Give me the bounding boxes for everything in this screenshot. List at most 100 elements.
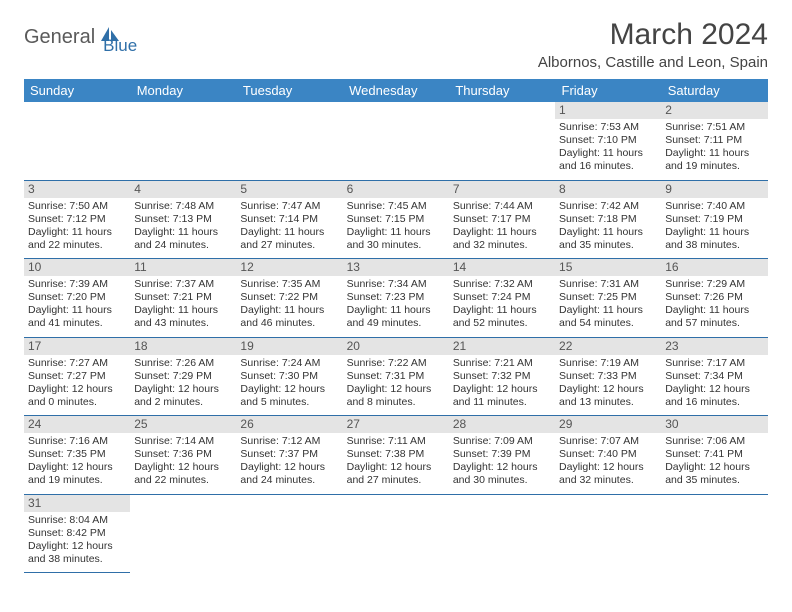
sunrise-text: Sunrise: 7:16 AM bbox=[28, 435, 126, 448]
calendar-week-row: 1Sunrise: 7:53 AMSunset: 7:10 PMDaylight… bbox=[24, 102, 768, 180]
daylight-text: Daylight: 11 hours bbox=[559, 147, 657, 160]
day-number: 25 bbox=[130, 416, 236, 433]
daylight-text: Daylight: 12 hours bbox=[240, 461, 338, 474]
sunset-text: Sunset: 7:13 PM bbox=[134, 213, 232, 226]
calendar-day-cell: 24Sunrise: 7:16 AMSunset: 7:35 PMDayligh… bbox=[24, 416, 130, 495]
daylight-text: and 49 minutes. bbox=[347, 317, 445, 330]
calendar-day-cell: 31Sunrise: 8:04 AMSunset: 8:42 PMDayligh… bbox=[24, 494, 130, 573]
daylight-text: Daylight: 11 hours bbox=[240, 304, 338, 317]
weekday-header: Sunday bbox=[24, 79, 130, 102]
calendar-day-cell: 22Sunrise: 7:19 AMSunset: 7:33 PMDayligh… bbox=[555, 337, 661, 416]
day-number: 27 bbox=[343, 416, 449, 433]
sunset-text: Sunset: 7:33 PM bbox=[559, 370, 657, 383]
calendar-day-cell bbox=[555, 494, 661, 573]
calendar-table: Sunday Monday Tuesday Wednesday Thursday… bbox=[24, 79, 768, 573]
daylight-text: Daylight: 12 hours bbox=[665, 461, 763, 474]
sunset-text: Sunset: 7:27 PM bbox=[28, 370, 126, 383]
calendar-day-cell: 15Sunrise: 7:31 AMSunset: 7:25 PMDayligh… bbox=[555, 259, 661, 338]
calendar-day-cell: 14Sunrise: 7:32 AMSunset: 7:24 PMDayligh… bbox=[449, 259, 555, 338]
day-number: 11 bbox=[130, 259, 236, 276]
daylight-text: and 24 minutes. bbox=[134, 239, 232, 252]
daylight-text: Daylight: 11 hours bbox=[134, 304, 232, 317]
daylight-text: Daylight: 12 hours bbox=[28, 461, 126, 474]
calendar-page: General Blue March 2024 Albornos, Castil… bbox=[0, 0, 792, 591]
day-number: 5 bbox=[236, 181, 342, 198]
weekday-header: Thursday bbox=[449, 79, 555, 102]
daylight-text: Daylight: 11 hours bbox=[665, 147, 763, 160]
sunrise-text: Sunrise: 7:37 AM bbox=[134, 278, 232, 291]
daylight-text: Daylight: 12 hours bbox=[559, 461, 657, 474]
sunrise-text: Sunrise: 7:31 AM bbox=[559, 278, 657, 291]
day-number: 3 bbox=[24, 181, 130, 198]
day-number: 14 bbox=[449, 259, 555, 276]
sunrise-text: Sunrise: 7:06 AM bbox=[665, 435, 763, 448]
calendar-day-cell bbox=[236, 494, 342, 573]
logo-word-1: General bbox=[24, 26, 95, 49]
sunrise-text: Sunrise: 7:40 AM bbox=[665, 200, 763, 213]
daylight-text: and 5 minutes. bbox=[240, 396, 338, 409]
day-number: 24 bbox=[24, 416, 130, 433]
day-number: 18 bbox=[130, 338, 236, 355]
day-number: 22 bbox=[555, 338, 661, 355]
sunset-text: Sunset: 7:17 PM bbox=[453, 213, 551, 226]
sunset-text: Sunset: 7:12 PM bbox=[28, 213, 126, 226]
daylight-text: Daylight: 12 hours bbox=[134, 461, 232, 474]
sunrise-text: Sunrise: 7:50 AM bbox=[28, 200, 126, 213]
sunrise-text: Sunrise: 7:35 AM bbox=[240, 278, 338, 291]
calendar-week-row: 24Sunrise: 7:16 AMSunset: 7:35 PMDayligh… bbox=[24, 416, 768, 495]
weekday-header: Monday bbox=[130, 79, 236, 102]
daylight-text: Daylight: 11 hours bbox=[28, 304, 126, 317]
calendar-day-cell: 21Sunrise: 7:21 AMSunset: 7:32 PMDayligh… bbox=[449, 337, 555, 416]
calendar-day-cell bbox=[343, 494, 449, 573]
sunset-text: Sunset: 7:25 PM bbox=[559, 291, 657, 304]
sunset-text: Sunset: 7:21 PM bbox=[134, 291, 232, 304]
daylight-text: and 19 minutes. bbox=[665, 160, 763, 173]
daylight-text: Daylight: 12 hours bbox=[347, 383, 445, 396]
day-number: 23 bbox=[661, 338, 767, 355]
sunset-text: Sunset: 7:32 PM bbox=[453, 370, 551, 383]
daylight-text: and 22 minutes. bbox=[28, 239, 126, 252]
sunrise-text: Sunrise: 8:04 AM bbox=[28, 514, 126, 527]
calendar-day-cell: 18Sunrise: 7:26 AMSunset: 7:29 PMDayligh… bbox=[130, 337, 236, 416]
daylight-text: Daylight: 11 hours bbox=[134, 226, 232, 239]
sunset-text: Sunset: 7:34 PM bbox=[665, 370, 763, 383]
sunset-text: Sunset: 7:41 PM bbox=[665, 448, 763, 461]
weekday-header: Saturday bbox=[661, 79, 767, 102]
daylight-text: Daylight: 12 hours bbox=[134, 383, 232, 396]
calendar-body: 1Sunrise: 7:53 AMSunset: 7:10 PMDaylight… bbox=[24, 102, 768, 573]
daylight-text: and 27 minutes. bbox=[347, 474, 445, 487]
page-subtitle: Albornos, Castille and Leon, Spain bbox=[538, 54, 768, 71]
calendar-day-cell bbox=[449, 102, 555, 180]
daylight-text: and 32 minutes. bbox=[453, 239, 551, 252]
daylight-text: and 38 minutes. bbox=[28, 553, 126, 566]
daylight-text: Daylight: 11 hours bbox=[453, 226, 551, 239]
daylight-text: Daylight: 12 hours bbox=[453, 461, 551, 474]
sunset-text: Sunset: 7:30 PM bbox=[240, 370, 338, 383]
sunset-text: Sunset: 7:23 PM bbox=[347, 291, 445, 304]
sunset-text: Sunset: 7:31 PM bbox=[347, 370, 445, 383]
weekday-header: Tuesday bbox=[236, 79, 342, 102]
daylight-text: and 52 minutes. bbox=[453, 317, 551, 330]
daylight-text: and 32 minutes. bbox=[559, 474, 657, 487]
sunrise-text: Sunrise: 7:48 AM bbox=[134, 200, 232, 213]
sunrise-text: Sunrise: 7:32 AM bbox=[453, 278, 551, 291]
day-number: 19 bbox=[236, 338, 342, 355]
daylight-text: Daylight: 11 hours bbox=[453, 304, 551, 317]
day-number: 20 bbox=[343, 338, 449, 355]
calendar-day-cell: 16Sunrise: 7:29 AMSunset: 7:26 PMDayligh… bbox=[661, 259, 767, 338]
daylight-text: Daylight: 12 hours bbox=[240, 383, 338, 396]
day-number: 2 bbox=[661, 102, 767, 119]
calendar-day-cell: 26Sunrise: 7:12 AMSunset: 7:37 PMDayligh… bbox=[236, 416, 342, 495]
calendar-day-cell: 6Sunrise: 7:45 AMSunset: 7:15 PMDaylight… bbox=[343, 180, 449, 259]
sunrise-text: Sunrise: 7:24 AM bbox=[240, 357, 338, 370]
daylight-text: Daylight: 11 hours bbox=[28, 226, 126, 239]
calendar-day-cell: 25Sunrise: 7:14 AMSunset: 7:36 PMDayligh… bbox=[130, 416, 236, 495]
daylight-text: and 27 minutes. bbox=[240, 239, 338, 252]
calendar-week-row: 10Sunrise: 7:39 AMSunset: 7:20 PMDayligh… bbox=[24, 259, 768, 338]
sunset-text: Sunset: 8:42 PM bbox=[28, 527, 126, 540]
sunrise-text: Sunrise: 7:53 AM bbox=[559, 121, 657, 134]
daylight-text: Daylight: 12 hours bbox=[347, 461, 445, 474]
sunset-text: Sunset: 7:20 PM bbox=[28, 291, 126, 304]
day-number: 8 bbox=[555, 181, 661, 198]
calendar-day-cell: 13Sunrise: 7:34 AMSunset: 7:23 PMDayligh… bbox=[343, 259, 449, 338]
